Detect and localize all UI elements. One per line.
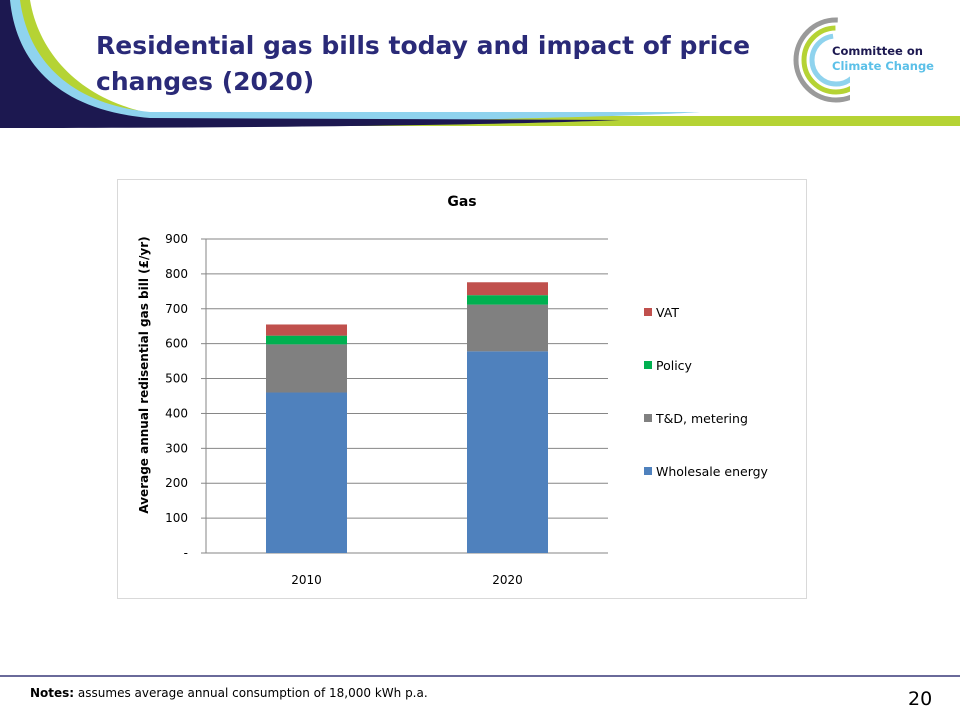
notes-label: Notes: [30, 686, 75, 700]
slide-notes: Notes: assumes average annual consumptio… [30, 686, 428, 700]
x-tick-label: 2010 [291, 573, 322, 587]
logo-text-line2: Climate Change [832, 59, 934, 73]
y-tick-label: 400 [165, 406, 188, 420]
y-tick-label: 300 [165, 441, 188, 455]
bar-segment-t-d-metering [266, 344, 347, 393]
notes-text: assumes average annual consumption of 18… [74, 686, 428, 700]
bar-segment-policy [266, 335, 347, 345]
bar-segment-policy [467, 295, 548, 305]
x-tick-label: 2020 [492, 573, 523, 587]
y-tick-label: 200 [165, 476, 188, 490]
y-tick-label: 100 [165, 511, 188, 525]
legend-swatch [644, 467, 652, 475]
slide-title: Residential gas bills today and impact o… [96, 31, 751, 96]
legend-swatch [644, 414, 652, 422]
legend-item: T&D, metering [644, 410, 748, 426]
y-tick-label: 800 [165, 267, 188, 281]
page-number: 20 [908, 688, 933, 710]
y-tick-label: 900 [165, 232, 188, 246]
header-banner-graphic [0, 0, 960, 128]
chart-container: Gas Average annual redisential gas bill … [117, 179, 807, 599]
logo-text-line1: Committee on [832, 44, 923, 58]
chart-plot: - 100 200 300 400 500 600 700 800 900 2010 2020 [165, 232, 608, 587]
y-tick-label: - [184, 546, 188, 560]
legend-item: Policy [644, 357, 692, 373]
legend-label: T&D, metering [656, 410, 748, 426]
legend-swatch [644, 361, 652, 369]
legend-item: VAT [644, 304, 679, 320]
y-tick-label: 700 [165, 302, 188, 316]
slide-header: Residential gas bills today and impact o… [0, 0, 960, 130]
footer-divider [0, 675, 960, 677]
bar-segment-vat [266, 324, 347, 336]
bar-segment-wholesale-energy [467, 351, 548, 553]
legend-label: Policy [656, 357, 692, 373]
legend-swatch [644, 308, 652, 316]
bar-segment-vat [467, 282, 548, 296]
legend-label: Wholesale energy [656, 463, 768, 479]
legend-item: Wholesale energy [644, 463, 768, 479]
banner-navy-band [0, 0, 620, 128]
legend-label: VAT [656, 304, 679, 320]
bar-segment-wholesale-energy [266, 392, 347, 553]
y-tick-label: 500 [165, 372, 188, 386]
bar-segment-t-d-metering [467, 304, 548, 352]
y-tick-label: 600 [165, 337, 188, 351]
logo-rings-icon [793, 17, 850, 103]
chart-title: Gas [447, 194, 477, 210]
committee-logo: Committee on Climate Change [790, 14, 940, 106]
